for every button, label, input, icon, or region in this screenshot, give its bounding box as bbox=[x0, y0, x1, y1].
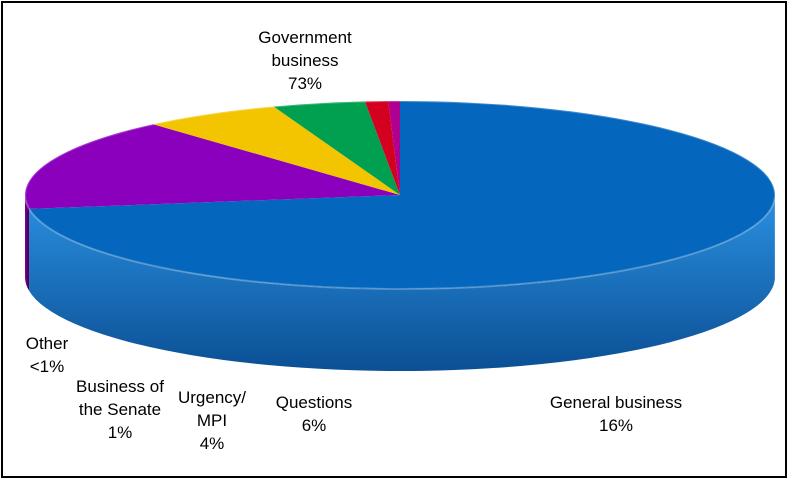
pie-rim-highlight bbox=[24, 100, 776, 290]
label-general-business: General business 16% bbox=[550, 393, 682, 435]
label-government-business: Government business 73% bbox=[258, 28, 352, 93]
pie-slice-other bbox=[388, 101, 400, 195]
pie-slice-urgency-mpi bbox=[273, 101, 400, 195]
pie-side-general-business bbox=[25, 195, 30, 291]
pie-slice-business-of-the-senate bbox=[364, 101, 400, 195]
pie-slice-government-business bbox=[29, 101, 776, 289]
label-business-of-the-senate: Business of the Senate 1% bbox=[76, 377, 164, 442]
pie-chart: Government business 73% General business 16%… bbox=[24, 28, 776, 453]
label-other: Other <1% bbox=[26, 334, 69, 376]
pie-slice-general-business bbox=[25, 124, 401, 209]
label-questions: Questions 6% bbox=[276, 393, 353, 435]
label-urgency-mpi: Urgency/MPI 4% bbox=[178, 388, 246, 453]
pie-side-government-business bbox=[29, 197, 775, 371]
pie-slice-questions bbox=[153, 106, 400, 195]
